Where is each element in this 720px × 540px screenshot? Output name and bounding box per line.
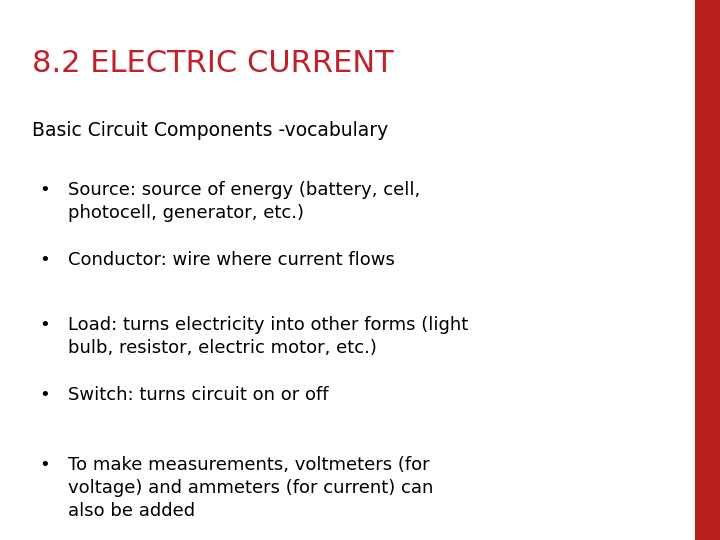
Text: •: • — [40, 316, 50, 334]
Text: To make measurements, voltmeters (for
voltage) and ammeters (for current) can
al: To make measurements, voltmeters (for vo… — [68, 456, 433, 520]
Text: Load: turns electricity into other forms (light
bulb, resistor, electric motor, : Load: turns electricity into other forms… — [68, 316, 469, 357]
Text: Source: source of energy (battery, cell,
photocell, generator, etc.): Source: source of energy (battery, cell,… — [68, 181, 420, 222]
FancyBboxPatch shape — [695, 0, 720, 540]
Text: •: • — [40, 181, 50, 199]
Text: •: • — [40, 456, 50, 474]
Text: 8.2 ELECTRIC CURRENT: 8.2 ELECTRIC CURRENT — [32, 49, 394, 78]
Text: Switch: turns circuit on or off: Switch: turns circuit on or off — [68, 386, 329, 404]
Text: Basic Circuit Components -vocabulary: Basic Circuit Components -vocabulary — [32, 122, 389, 140]
Text: •: • — [40, 386, 50, 404]
Text: •: • — [40, 251, 50, 269]
Text: Conductor: wire where current flows: Conductor: wire where current flows — [68, 251, 395, 269]
